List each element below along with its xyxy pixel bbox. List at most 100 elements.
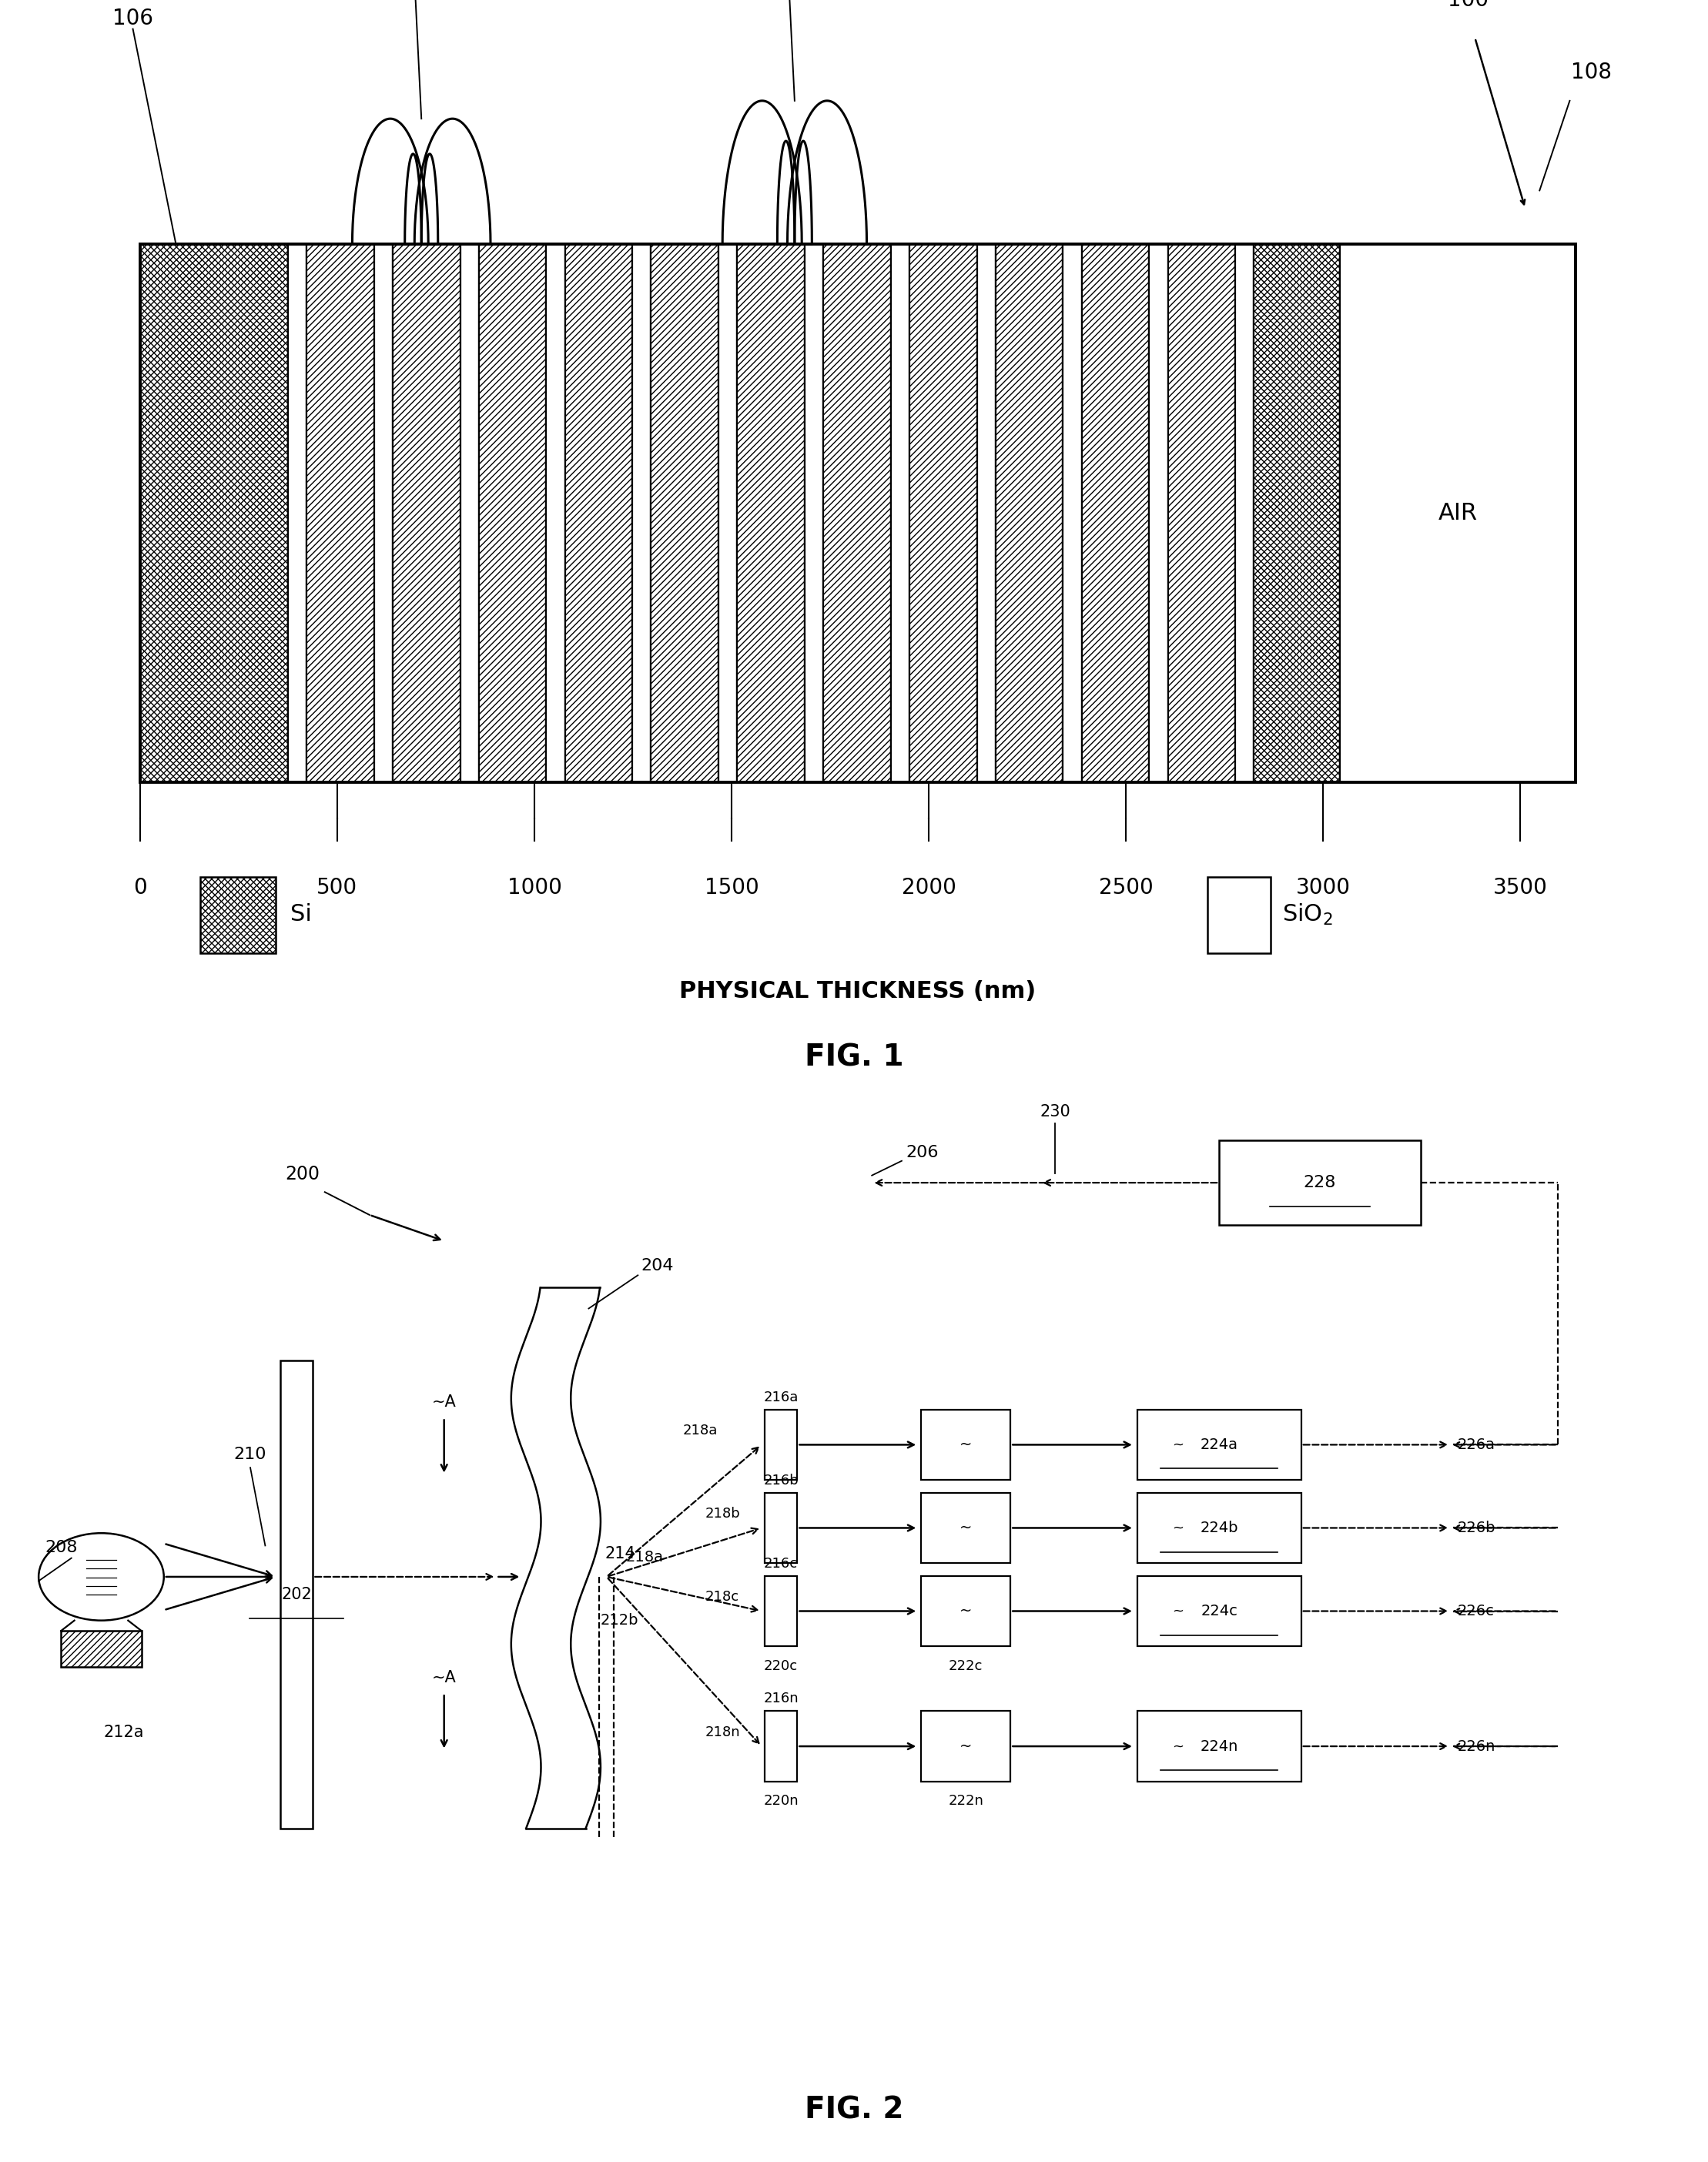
Bar (289, 244, 306, 783)
Text: ~: ~ (1172, 1522, 1184, 1535)
Text: 216b: 216b (763, 1474, 799, 1487)
Text: 220n: 220n (763, 1794, 799, 1807)
Text: ~: ~ (960, 1520, 972, 1535)
Bar (921, 1710, 1011, 1781)
Text: 212b: 212b (601, 1613, 639, 1628)
Bar (632, 244, 651, 783)
Text: 2500: 2500 (1098, 878, 1153, 899)
Bar (1235, 244, 1254, 783)
Bar (393, 244, 459, 783)
Bar (1138, 1710, 1301, 1781)
Bar (651, 244, 719, 783)
Bar (765, 1410, 798, 1481)
Bar (765, 1576, 798, 1647)
Bar (1341, 244, 1575, 783)
Bar (804, 244, 823, 783)
Bar (823, 244, 892, 783)
Bar (280, 1360, 313, 1829)
Text: AIR: AIR (1438, 502, 1477, 525)
Text: ~: ~ (1172, 1740, 1184, 1753)
Text: 2000: 2000 (902, 878, 956, 899)
Text: 222a: 222a (948, 1492, 984, 1507)
Text: 106: 106 (113, 6, 154, 28)
Bar (140, 244, 289, 783)
Text: ~: ~ (960, 1604, 972, 1619)
Text: FIG. 1: FIG. 1 (804, 1042, 904, 1072)
Bar (1168, 244, 1235, 783)
Bar (977, 244, 996, 783)
Bar (1254, 244, 1341, 783)
Text: ~: ~ (960, 1438, 972, 1453)
Bar (140, 244, 289, 783)
Bar (478, 244, 547, 783)
Text: 222b: 222b (948, 1576, 984, 1589)
Text: 100: 100 (1447, 0, 1488, 11)
Text: 3500: 3500 (1493, 878, 1547, 899)
Bar (765, 1710, 798, 1781)
Text: 226n: 226n (1457, 1738, 1496, 1753)
Text: ~: ~ (1172, 1604, 1184, 1617)
Bar (1254, 244, 1341, 783)
Text: 220b: 220b (763, 1576, 799, 1589)
Text: 202: 202 (282, 1587, 313, 1602)
Text: 218a: 218a (625, 1550, 664, 1565)
Bar (996, 244, 1062, 783)
Bar (909, 244, 977, 783)
Bar (140, 244, 289, 783)
Bar (719, 244, 738, 783)
Text: 216c: 216c (763, 1557, 798, 1570)
Text: 224c: 224c (1201, 1604, 1238, 1619)
Text: 218c: 218c (705, 1589, 740, 1604)
Bar (61, 1630, 142, 1667)
Text: 226c: 226c (1457, 1604, 1494, 1619)
Bar (393, 244, 459, 783)
Text: 218n: 218n (705, 1725, 740, 1738)
Text: 220c: 220c (763, 1658, 798, 1673)
Text: 216a: 216a (763, 1390, 798, 1403)
Text: 224b: 224b (1201, 1520, 1238, 1535)
Bar (921, 1576, 1011, 1647)
Bar (1138, 1492, 1301, 1563)
Text: 108: 108 (1571, 61, 1612, 82)
Text: 1500: 1500 (704, 878, 758, 899)
Text: 222c: 222c (948, 1658, 982, 1673)
Bar (738, 244, 804, 783)
Text: 218a: 218a (683, 1423, 717, 1438)
Text: SiO$_2$: SiO$_2$ (1283, 902, 1332, 927)
Text: 220a: 220a (763, 1492, 798, 1507)
Text: 500: 500 (316, 878, 357, 899)
Bar (1138, 1410, 1301, 1481)
Bar (1168, 244, 1235, 783)
Bar (1254, 244, 1341, 783)
Bar (909, 244, 977, 783)
Bar (1208, 878, 1271, 953)
Text: 208: 208 (44, 1539, 77, 1554)
Text: ~: ~ (1172, 1438, 1184, 1451)
Bar (1081, 244, 1149, 783)
Text: 214: 214 (605, 1546, 635, 1561)
Bar (459, 244, 478, 783)
Bar (892, 244, 909, 783)
Text: PHYSICAL THICKNESS (nm): PHYSICAL THICKNESS (nm) (680, 979, 1037, 1003)
Text: 218b: 218b (705, 1507, 740, 1520)
Bar (823, 244, 892, 783)
Text: 3000: 3000 (1296, 878, 1351, 899)
Text: ~A: ~A (432, 1669, 456, 1686)
Text: 0: 0 (133, 878, 147, 899)
Text: 200: 200 (285, 1165, 319, 1185)
Text: 212a: 212a (104, 1725, 143, 1740)
Bar (738, 244, 804, 783)
Bar (306, 244, 374, 783)
Text: ~A: ~A (432, 1394, 456, 1410)
Text: 222n: 222n (948, 1794, 984, 1807)
Bar (921, 1492, 1011, 1563)
Text: 224a: 224a (1201, 1438, 1238, 1453)
Text: ~: ~ (960, 1738, 972, 1753)
Text: FIG. 2: FIG. 2 (804, 2095, 904, 2125)
Bar (765, 1492, 798, 1563)
Bar (1220, 1139, 1421, 1226)
Bar (374, 244, 393, 783)
Bar (651, 244, 719, 783)
Bar (140, 244, 1575, 783)
Text: 230: 230 (1040, 1105, 1071, 1120)
